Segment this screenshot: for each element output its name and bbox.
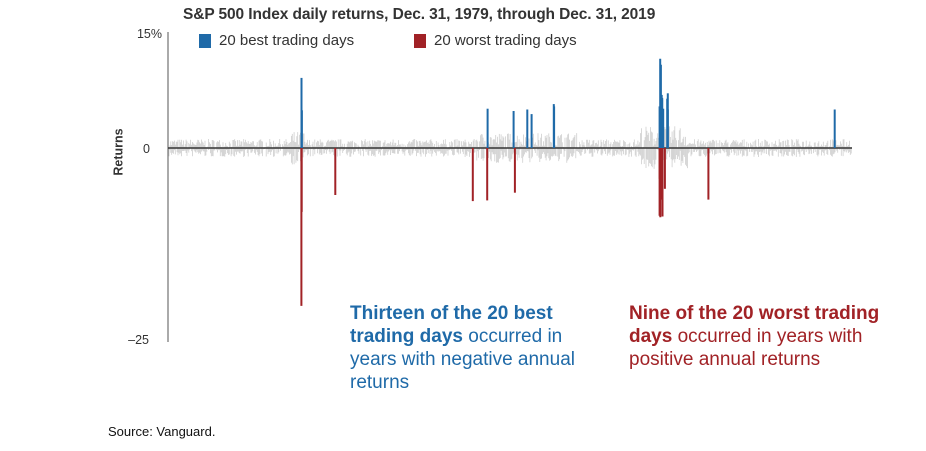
legend-label-best: 20 best trading days bbox=[219, 32, 355, 49]
legend-best: 20 best trading days bbox=[199, 32, 354, 49]
annotation-best: Thirteen of the 20 best trading days occ… bbox=[350, 302, 610, 394]
source-note: Source: Vanguard. bbox=[108, 424, 216, 439]
annotation-best-bold: Thirteen of the 20 best trading days bbox=[350, 303, 553, 347]
extreme-days-layer bbox=[300, 58, 836, 306]
legend-swatch-worst bbox=[414, 33, 426, 48]
legend-swatch-best bbox=[199, 33, 211, 48]
annotation-worst: Nine of the 20 worst trading days occurr… bbox=[629, 302, 889, 371]
legend-worst: 20 worst trading days bbox=[414, 32, 577, 49]
y-axis-label: Returns bbox=[111, 128, 126, 176]
chart-title: S&P 500 Index daily returns, Dec. 31, 19… bbox=[183, 6, 656, 23]
legend-label-worst: 20 worst trading days bbox=[434, 32, 577, 49]
y-tick-label: –25 bbox=[128, 333, 149, 347]
annotation-best-rest: occurred in years with negative annual r… bbox=[350, 326, 575, 393]
y-tick-label: 15% bbox=[136, 27, 162, 41]
annotation-worst-bold: Nine of the 20 worst trading days bbox=[629, 303, 880, 347]
annotation-worst-rest: occurred in years with positive annual r… bbox=[629, 326, 863, 370]
y-tick-label: 0 bbox=[143, 142, 150, 156]
